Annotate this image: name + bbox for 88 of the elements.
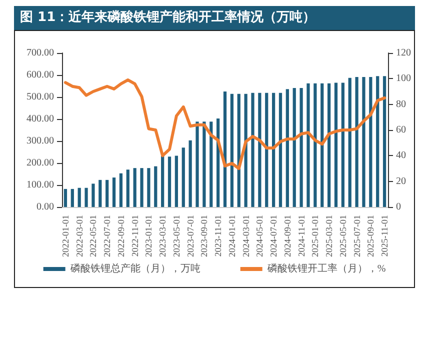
x-tick-label: 2025-09-01 (366, 215, 376, 257)
y-tick-label: 200.00 (26, 158, 54, 168)
bar (126, 170, 130, 207)
y2-tick-label: 80 (396, 98, 406, 110)
bar (188, 140, 192, 207)
y2-tick-label: 100 (396, 73, 411, 84)
bar (292, 88, 296, 207)
bar (348, 78, 352, 207)
line-series (64, 78, 386, 170)
x-tick-label: 2022-11-01 (130, 215, 140, 257)
bar (369, 76, 372, 207)
bar (112, 178, 116, 207)
bar (278, 92, 282, 207)
x-tick-label: 2022-03-01 (74, 215, 84, 257)
bar (314, 83, 317, 207)
bar (98, 180, 102, 207)
bar (78, 188, 81, 207)
bar (300, 88, 303, 207)
x-tick-label: 2024-05-01 (254, 215, 265, 257)
x-tick-label: 2023-07-01 (185, 215, 196, 257)
bar (154, 166, 158, 207)
bar (286, 89, 289, 207)
x-tick-label: 2024-09-01 (282, 215, 292, 257)
legend-label: 磷酸铁锂开工率（月），% (266, 262, 386, 274)
bar (84, 188, 88, 207)
x-tick-label: 2023-05-01 (171, 215, 182, 257)
bar (92, 184, 95, 207)
y2-tick-label: 40 (396, 150, 406, 162)
x-tick-label: 2025-07-01 (352, 215, 362, 257)
y-tick-label: 700.00 (26, 48, 54, 58)
y2-tick-label: 20 (396, 176, 406, 187)
x-tick-label: 2025-11-01 (380, 215, 390, 257)
y2-tick-label: 60 (396, 124, 406, 136)
bar (306, 83, 310, 207)
y-tick-label: 500.00 (26, 92, 54, 102)
bar (355, 76, 358, 207)
bar (272, 92, 276, 207)
legend-label: 磷酸铁锂总产能（月），万吨 (69, 262, 200, 274)
bar (196, 122, 199, 207)
bar (244, 94, 248, 207)
bar (251, 92, 254, 207)
bar (161, 156, 164, 207)
y-tick-label: 300.00 (26, 136, 54, 146)
y-tick-label: 100.00 (26, 180, 54, 190)
x-tick-label: 2025-01-01 (310, 215, 320, 257)
x-tick-label: 2022-07-01 (102, 215, 112, 257)
bar (320, 83, 324, 207)
x-tick-label: 2022-01-01 (60, 215, 70, 257)
x-tick-label: 2025-03-01 (324, 215, 334, 257)
y2-tick-label: 0 (396, 202, 401, 212)
bar (362, 76, 366, 207)
bar (133, 168, 136, 207)
x-tick-label: 2023-09-01 (199, 215, 210, 257)
x-tick-label: 2024-03-01 (240, 215, 251, 257)
bar (382, 76, 386, 207)
x-tick-label: 2025-05-01 (338, 215, 348, 257)
y-tick-label: 0.00 (36, 202, 54, 212)
bar (168, 156, 172, 207)
bar (210, 122, 213, 207)
x-tick-label: 2022-09-01 (116, 215, 126, 257)
bar (202, 122, 206, 207)
x-tick-label: 2024-11-01 (296, 215, 306, 257)
y-tick-label: 400.00 (26, 114, 54, 124)
bar (174, 156, 178, 207)
bar (70, 188, 74, 207)
x-tick-label: 2024-07-01 (268, 215, 279, 257)
bar (376, 76, 380, 207)
x-tick-label: 2022-05-01 (88, 215, 98, 257)
x-tick-label: 2023-01-01 (144, 215, 154, 257)
bar (334, 82, 338, 207)
bar (106, 180, 109, 207)
y-tick-label: 600.00 (26, 70, 54, 80)
bar (119, 173, 123, 207)
bar (182, 148, 185, 207)
chart-title: 图 11：近年来磷酸铁锂产能和开工率情况（万吨） (14, 6, 415, 30)
bar (258, 92, 262, 207)
bar (140, 168, 144, 207)
bar (265, 92, 268, 207)
bar (327, 83, 331, 207)
x-tick-label: 2023-11-01 (213, 215, 224, 257)
x-tick-label: 2024-01-01 (226, 215, 237, 257)
bar (64, 188, 68, 207)
y2-tick-label: 120 (396, 48, 411, 58)
bar (223, 92, 227, 207)
bar (230, 94, 234, 207)
bar (147, 168, 150, 207)
bar (341, 82, 344, 207)
x-tick-label: 2023-03-01 (158, 215, 168, 257)
